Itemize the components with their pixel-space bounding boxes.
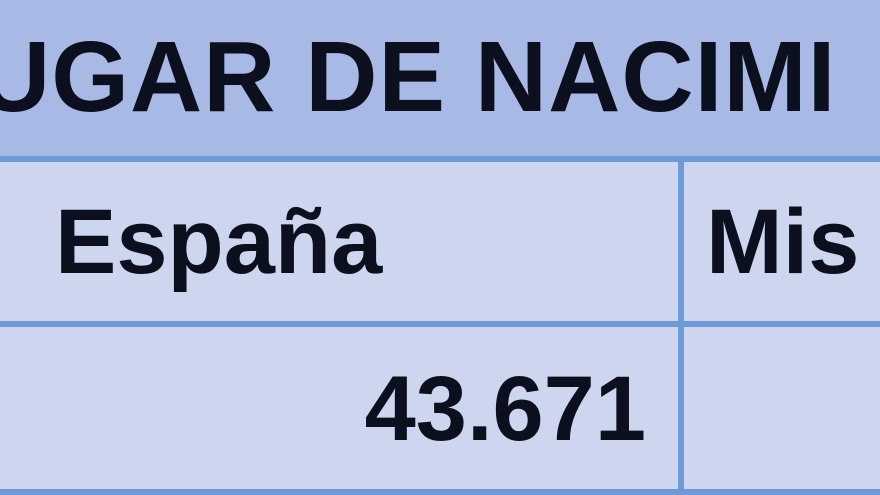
header-label: Mis [706,191,860,293]
column-divider [678,156,684,495]
header-cell-espana: España [0,162,678,321]
table-title: UGAR DE NACIMI [0,21,837,133]
table-cell [684,327,880,495]
header-cell-mis: Mis [684,162,880,321]
table-title-band: UGAR DE NACIMI [0,0,880,156]
divider [0,321,880,327]
cell-value: 43.671 [364,358,646,460]
divider [0,489,880,495]
table-cell: 43.671 [0,327,678,495]
header-label: España [55,191,383,293]
divider [0,156,880,162]
